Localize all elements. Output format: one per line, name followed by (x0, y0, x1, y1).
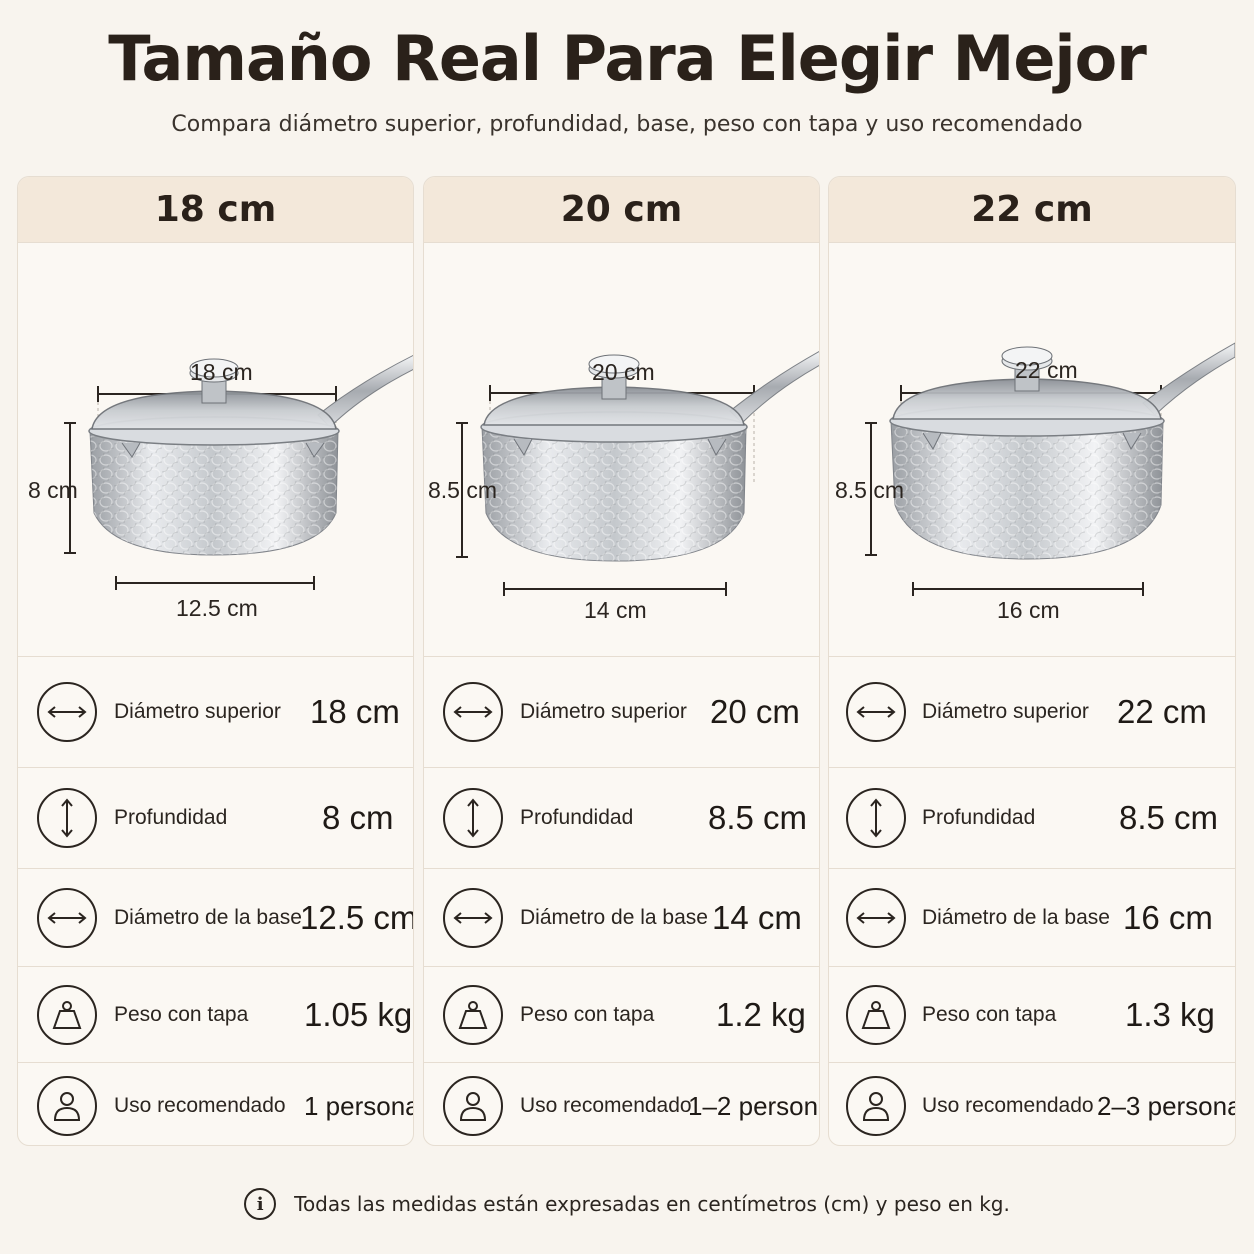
spec-row-depth: Profundidad 8.5 cm (424, 768, 819, 869)
spec-row-usage: Uso recomendado 1–2 personas (424, 1063, 819, 1145)
card-size-title: 22 cm (829, 177, 1235, 243)
spec-row-weight: Peso con tapa 1.3 kg (829, 967, 1235, 1063)
top-diameter-label: 18 cm (190, 359, 253, 385)
spec-label: Diámetro de la base (922, 905, 1110, 929)
horizontal-arrow-icon (443, 682, 503, 742)
horizontal-arrow-icon (37, 887, 97, 948)
weight-icon (443, 984, 503, 1045)
person-icon (37, 1076, 97, 1136)
spec-value: 18 cm (310, 693, 400, 730)
top-diameter-label: 22 cm (1015, 357, 1078, 383)
base-diameter-label: 12.5 cm (176, 595, 258, 621)
page-subtitle: Compara diámetro superior, profundidad, … (171, 112, 1083, 137)
spec-row-weight: Peso con tapa 1.05 kg (18, 967, 413, 1063)
spec-row-top-diameter: Diámetro superior 22 cm (829, 657, 1235, 768)
pot-image-area: 20 cm 8.5 cm 14 cm (424, 243, 819, 657)
base-diameter-label: 14 cm (584, 597, 647, 623)
size-card-20: 20 cm 20 cm 8.5 cm 14 cm (423, 176, 820, 1146)
spec-label: Peso con tapa (114, 1002, 249, 1026)
spec-label: Uso recomendado (114, 1094, 286, 1117)
depth-label: 8.5 cm (835, 477, 905, 503)
card-size-title: 20 cm (424, 177, 819, 243)
vertical-arrow-icon (37, 788, 97, 848)
size-card-22: 22 cm 22 cm 8.5 cm 16 cm (828, 176, 1236, 1146)
horizontal-arrow-icon (443, 887, 503, 948)
weight-icon (37, 984, 97, 1045)
spec-row-depth: Profundidad 8 cm (18, 768, 413, 869)
spec-value: 20 cm (710, 693, 800, 730)
spec-value: 8 cm (322, 799, 394, 836)
saucepan-illustration (456, 350, 819, 596)
horizontal-arrow-icon (846, 887, 906, 948)
spec-label: Profundidad (520, 806, 634, 829)
spec-label: Profundidad (922, 806, 1036, 829)
spec-value: 12.5 cm (300, 898, 414, 936)
spec-value: 1.2 kg (716, 995, 806, 1033)
info-icon: i (244, 1188, 277, 1220)
footer-note: i Todas las medidas están expresadas en … (0, 1188, 1254, 1220)
spec-label: Uso recomendado (520, 1094, 692, 1117)
depth-label: 8 cm (28, 477, 78, 503)
spec-value: 1 persona (304, 1090, 414, 1121)
card-size-title: 18 cm (18, 177, 413, 243)
weight-icon (846, 984, 906, 1045)
spec-row-base-diameter: Diámetro de la base 16 cm (829, 869, 1235, 967)
spec-label: Diámetro superior (922, 700, 1089, 723)
spec-label: Peso con tapa (922, 1002, 1057, 1026)
pot-image-area: 18 cm 8 cm 12.5 cm (18, 243, 413, 657)
spec-value: 16 cm (1123, 898, 1213, 936)
person-icon (443, 1076, 503, 1136)
spec-row-base-diameter: Diámetro de la base 14 cm (424, 869, 819, 967)
depth-label: 8.5 cm (428, 477, 498, 503)
spec-label: Profundidad (114, 806, 228, 829)
base-diameter-label: 16 cm (997, 597, 1060, 623)
spec-label: Uso recomendado (922, 1094, 1094, 1117)
spec-label: Diámetro de la base (114, 905, 302, 929)
footer-text: Todas las medidas están expresadas en ce… (294, 1192, 1010, 1216)
spec-value: 8.5 cm (708, 799, 808, 836)
spec-label: Diámetro superior (520, 700, 687, 723)
spec-label: Peso con tapa (520, 1002, 655, 1026)
pot-image-area: 22 cm 8.5 cm 16 cm (829, 243, 1235, 657)
spec-row-depth: Profundidad 8.5 cm (829, 768, 1235, 869)
spec-value: 1.05 kg (304, 995, 413, 1033)
spec-row-top-diameter: Diámetro superior 18 cm (18, 657, 413, 768)
spec-value: 22 cm (1117, 693, 1207, 730)
spec-row-usage: Uso recomendado 1 persona (18, 1063, 414, 1145)
spec-value: 8.5 cm (1119, 799, 1219, 836)
spec-row-top-diameter: Diámetro superior 20 cm (424, 657, 819, 768)
size-card-18: 18 cm (17, 176, 414, 1146)
horizontal-arrow-icon (846, 682, 906, 742)
saucepan-illustration (64, 354, 413, 590)
spec-row-usage: Uso recomendado 2–3 personas (829, 1063, 1235, 1145)
top-diameter-label: 20 cm (592, 359, 655, 385)
spec-value: 2–3 personas (1097, 1090, 1235, 1121)
spec-label: Diámetro de la base (520, 905, 708, 929)
spec-value: 1.3 kg (1125, 995, 1215, 1033)
vertical-arrow-icon (443, 788, 503, 848)
vertical-arrow-icon (846, 788, 906, 848)
spec-label: Diámetro superior (114, 700, 281, 723)
spec-value: 14 cm (712, 898, 802, 936)
spec-value: 1–2 personas (688, 1090, 819, 1121)
spec-row-base-diameter: Diámetro de la base 12.5 cm (18, 869, 413, 967)
saucepan-illustration (865, 342, 1235, 596)
person-icon (846, 1076, 906, 1136)
page-title: Tamaño Real Para Elegir Mejor (108, 22, 1147, 95)
horizontal-arrow-icon (37, 682, 97, 742)
spec-row-weight: Peso con tapa 1.2 kg (424, 967, 819, 1063)
